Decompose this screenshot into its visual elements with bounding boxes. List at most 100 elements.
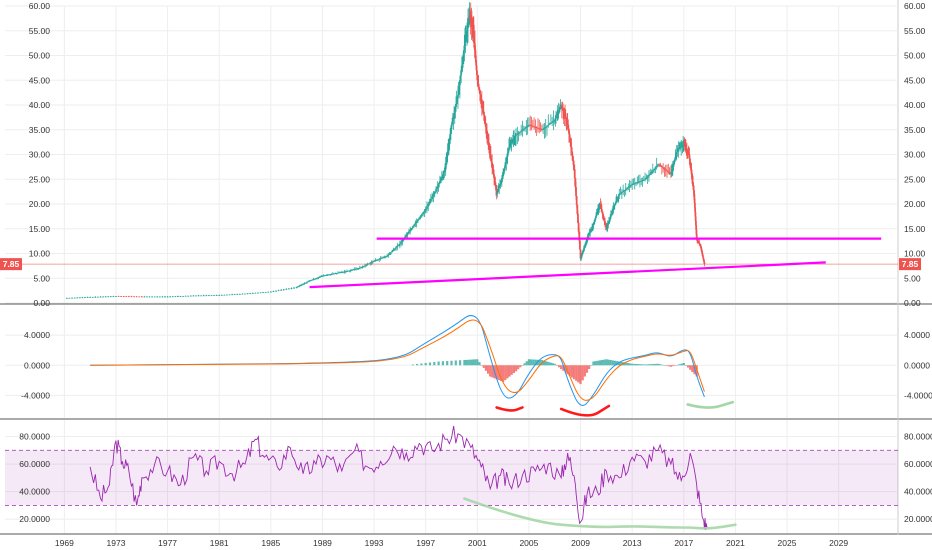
macd-histogram-bar [575,365,578,381]
price-candle-body [151,296,154,298]
price-candle-body [613,204,616,206]
price-candle-body [369,262,372,264]
price-candle-body [135,296,138,298]
macd-histogram-bar [583,365,586,377]
price-candle-body [595,213,598,216]
price-candle-body [315,278,317,280]
price-candle-body [581,252,584,255]
price-candle-body [569,142,572,148]
price-candle-body [591,225,594,227]
price-candle-body [597,207,600,210]
price-candle-body [353,269,356,270]
price-candle-body [514,135,517,137]
price-candle-body [300,284,303,286]
macd-histogram-bar [689,365,692,370]
price-candle-body [683,145,686,147]
price-candle-body [443,170,446,173]
x-tick-label: 1981 [210,538,229,548]
macd-histogram-bar [529,359,533,366]
price-candle-body [448,138,451,143]
macd-histogram-bar [517,365,520,370]
price-candle-body [690,166,692,171]
price-candle-body [391,251,394,253]
price-candle-body [575,187,577,197]
price-candle-body [380,257,383,259]
price-candle-body [251,293,254,294]
price-candle-body [543,127,546,129]
macd-histogram-bar [646,364,649,366]
macd-histogram-bar [482,365,485,368]
price-candle-body [571,151,574,156]
price-candle-body [329,274,332,276]
price-candle-body [461,60,464,66]
price-candle-body [316,277,319,279]
price-candle-body [556,113,559,116]
price-candle-body [328,274,330,276]
price-candle-body [156,296,159,298]
price-candle-body [664,169,667,171]
price-candle-body [500,180,503,183]
price-candle-body [409,229,412,232]
price-candle-body [504,162,507,166]
price-candle-body [624,189,627,191]
price-candle-body [566,120,568,123]
price-candle-body [138,296,141,298]
y-tick-label-right: 60.0000 [904,459,932,469]
macd-histogram-bar [626,363,629,366]
price-candle-body [687,152,690,154]
macd-histogram-bar [560,365,563,370]
macd-histogram-bar [495,365,498,380]
macd-histogram-bar [478,362,481,366]
x-tick-label: 1969 [55,538,74,548]
price-candle-body [486,134,489,139]
price-candle-body [408,231,410,234]
price-candle-body [641,180,644,182]
price-candle-body [373,260,375,262]
macd-histogram-bar [484,365,488,371]
macd-histogram-bar [415,364,419,366]
price-candle-body [493,178,496,183]
price-candle-body [670,171,673,175]
price-candle-body [84,297,86,299]
macd-histogram-bar [523,363,526,366]
price-candle-body [210,295,213,297]
macd-histogram-bar [441,361,444,366]
price-candle-body [489,154,492,159]
price-candle-body [646,176,649,178]
macd-histogram-bar [663,365,666,366]
price-candle-body [483,114,486,119]
price-candle-body [342,271,345,273]
price-candle-body [692,186,695,191]
price-candle-body [187,295,190,297]
price-candle-body [626,188,628,190]
y-tick-label-right: 20.00 [904,199,926,209]
y-tick-label-left: 40.00 [29,100,51,110]
price-candle-body [635,182,637,184]
price-candle-body [676,149,679,153]
y-tick-label-left: 5.00 [33,273,50,283]
price-candle-body [555,116,557,119]
price-candle-body [506,153,509,157]
price-candle-body [339,272,342,274]
price-candle-body [616,198,619,201]
macd-histogram-bar [616,361,619,366]
price-candle-body [595,215,597,218]
price-candle-body [681,145,684,147]
price-candle-body [464,39,467,43]
price-candle-body [520,130,523,132]
price-candle-body [297,286,299,288]
price-candle-body [524,127,526,129]
macd-histogram-bar [521,365,524,366]
price-candle-body [304,282,307,284]
price-candle-body [546,125,548,127]
macd-histogram-bar [446,360,449,366]
price-candle-body [653,168,656,171]
last-price-badge-right [899,258,921,271]
macd-histogram-bar [437,361,440,366]
price-candle-body [482,107,485,112]
price-candle-body [535,127,538,129]
price-candle-body [509,142,512,144]
price-candle-body [623,190,626,192]
macd-histogram-bar [598,360,602,366]
price-candle-body [496,192,499,195]
